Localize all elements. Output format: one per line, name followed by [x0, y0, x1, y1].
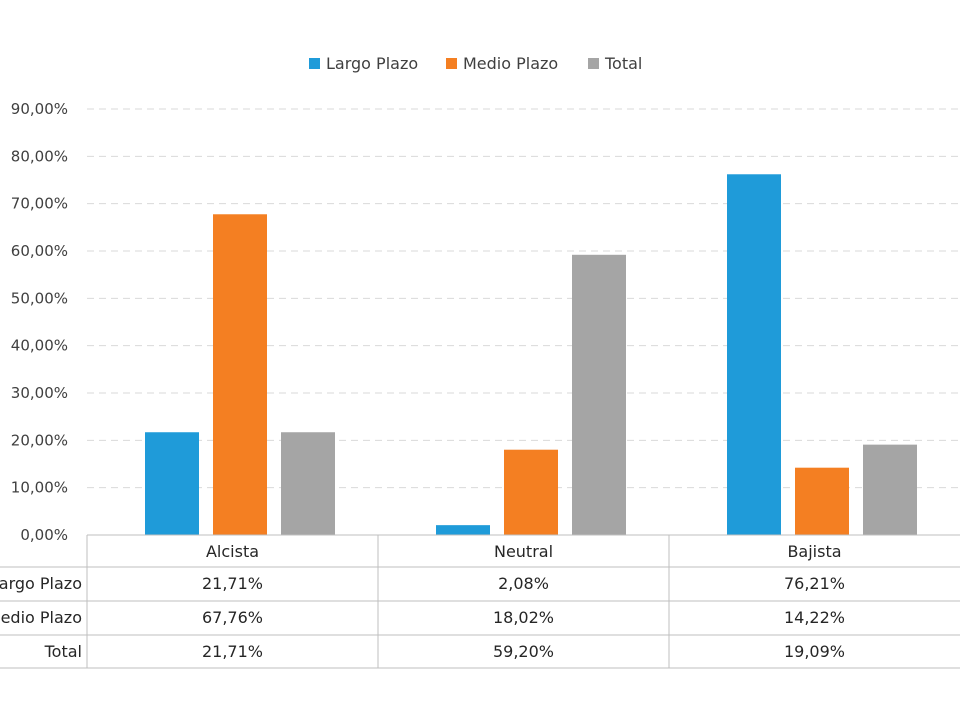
bar-total-neutral	[572, 254, 626, 535]
table-cell: 19,09%	[784, 642, 845, 661]
bar-total-bajista	[863, 444, 917, 535]
y-tick-label: 40,00%	[11, 337, 68, 355]
y-tick-label: 60,00%	[11, 242, 68, 260]
table-category-label: Alcista	[206, 542, 259, 561]
table-category-label: Bajista	[787, 542, 841, 561]
table-cell: 2,08%	[498, 574, 549, 593]
legend-swatch-total	[588, 58, 599, 69]
y-tick-label: 10,00%	[11, 479, 68, 497]
bar-largo-plazo-alcista	[145, 432, 199, 535]
y-tick-label: 80,00%	[11, 147, 68, 165]
legend-swatch-largo-plazo	[309, 58, 320, 69]
table-row-header: Largo Plazo	[0, 574, 82, 593]
bar-medio-plazo-alcista	[213, 214, 267, 535]
bar-total-alcista	[281, 432, 335, 535]
table-row-header: Total	[44, 642, 82, 661]
data-table: Alcista Neutral Bajista Largo Plazo 21,71% 2,…	[0, 534, 960, 669]
legend-label: Medio Plazo	[463, 54, 558, 73]
bar-medio-plazo-neutral	[504, 449, 558, 535]
table-cell: 21,71%	[202, 642, 263, 661]
y-tick-label: 50,00%	[11, 289, 68, 307]
table-cell: 67,76%	[202, 608, 263, 627]
table-category-label: Neutral	[494, 542, 553, 561]
y-tick-label: 90,00%	[11, 100, 68, 118]
y-tick-label: 30,00%	[11, 384, 68, 402]
y-axis: 0,00% 10,00% 20,00% 30,00% 40,00% 50,00% 60,00…	[11, 100, 68, 544]
table-cell: 76,21%	[784, 574, 845, 593]
table-cell: 21,71%	[202, 574, 263, 593]
table-row-header: Medio Plazo	[0, 608, 82, 627]
legend-swatch-medio-plazo	[446, 58, 457, 69]
table-cell: 14,22%	[784, 608, 845, 627]
y-tick-label: 20,00%	[11, 431, 68, 449]
legend-label: Total	[604, 54, 642, 73]
y-tick-label: 0,00%	[20, 526, 68, 544]
bar-largo-plazo-neutral	[436, 525, 490, 535]
bar-medio-plazo-bajista	[795, 467, 849, 535]
bar-largo-plazo-bajista	[727, 174, 781, 536]
bars	[145, 174, 917, 536]
y-tick-label: 70,00%	[11, 195, 68, 213]
legend: Largo Plazo Medio Plazo Total	[309, 54, 642, 73]
table-cell: 59,20%	[493, 642, 554, 661]
legend-label: Largo Plazo	[326, 54, 418, 73]
table-cell: 18,02%	[493, 608, 554, 627]
